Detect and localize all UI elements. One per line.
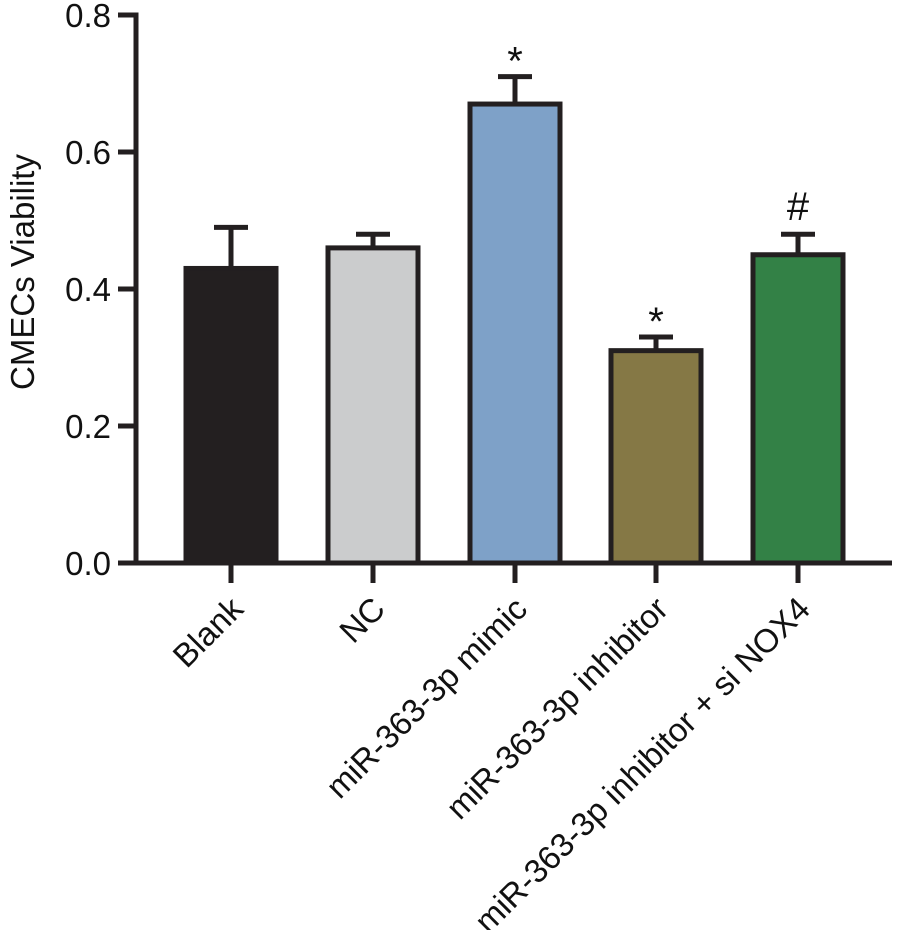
category-label: Blank (165, 589, 250, 674)
bar-1 (183, 265, 279, 566)
y-axis: 0.0 0.2 0.4 0.6 0.8 (65, 0, 139, 582)
significance-marker: * (648, 300, 664, 344)
y-tick-label: 0.0 (65, 545, 111, 582)
category-label: NC (332, 590, 392, 650)
y-tick-label: 0.8 (65, 0, 111, 34)
bars-group: * * # (183, 40, 846, 566)
y-axis-title: CMECs Viability (4, 154, 41, 390)
bar-4 (608, 348, 704, 566)
y-tick-label: 0.6 (65, 134, 111, 171)
bar-3 (467, 101, 563, 566)
x-axis (133, 560, 892, 583)
y-tick-label: 0.2 (65, 408, 111, 445)
y-tick-label: 0.4 (65, 271, 111, 308)
significance-marker: # (787, 185, 810, 229)
bar-5 (750, 252, 846, 566)
significance-marker: * (507, 40, 523, 84)
bar-2 (325, 245, 421, 566)
